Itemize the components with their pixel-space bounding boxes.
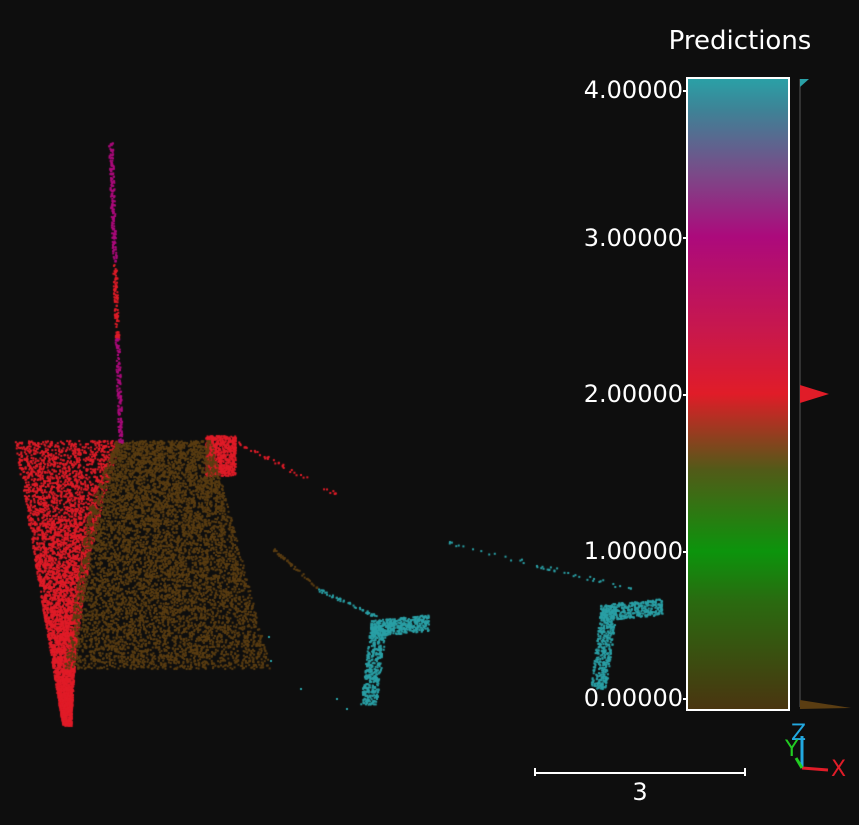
scale-bar-cap [534,768,536,776]
histogram-peak-4 [800,79,809,87]
axis-y-label: Y [784,737,799,762]
histogram-peak-2 [800,385,829,403]
histogram-peak-0 [800,700,851,709]
scale-bar-cap [744,768,746,776]
colorbar [686,77,790,711]
orientation-axes: Z Y X [784,721,846,782]
colorbar-tick-mark [683,551,688,553]
value-histogram [799,79,851,709]
colorbar-tick-mark [683,698,688,700]
scale-bar [534,772,746,774]
scale-bar-label: 3 [632,778,648,806]
axis-x-label: X [831,757,846,782]
colorbar-tick-label: 3.00000 [583,224,683,252]
axis-z-label: Z [791,721,806,746]
colorbar-tick-label: 2.00000 [583,380,683,408]
colorbar-title: Predictions [668,26,812,56]
colorbar-tick-mark [683,237,688,239]
colorbar-tick-label: 0.00000 [583,684,683,712]
colorbar-tick-mark [683,90,688,92]
colorbar-tick-mark [683,394,688,396]
colorbar-tick-label: 4.00000 [583,76,683,104]
colorbar-tick-label: 1.00000 [583,537,683,565]
